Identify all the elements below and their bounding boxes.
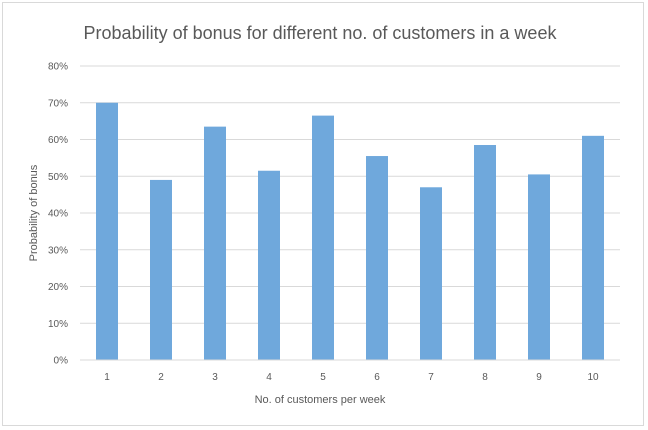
x-tick-label: 9 bbox=[536, 372, 542, 383]
x-tick-label: 3 bbox=[212, 372, 218, 383]
y-tick-label: 30% bbox=[48, 245, 68, 256]
y-tick-label: 60% bbox=[48, 135, 68, 146]
x-tick-label: 4 bbox=[266, 372, 272, 383]
y-axis-label: Probability of bonus bbox=[28, 164, 40, 261]
y-tick-label: 40% bbox=[48, 209, 68, 220]
y-tick-label: 50% bbox=[48, 172, 68, 183]
bar-5 bbox=[312, 115, 334, 360]
y-tick-labels: 0% 10% 20% 30% 40% 50% 60% 70% 80% bbox=[48, 62, 68, 367]
x-axis-label: No. of customers per week bbox=[255, 394, 386, 406]
bars bbox=[96, 102, 604, 360]
x-tick-label: 10 bbox=[587, 372, 599, 383]
x-tick-label: 8 bbox=[482, 372, 488, 383]
y-tick-label: 80% bbox=[48, 62, 68, 73]
x-tick-labels: 1 2 3 4 5 6 7 8 9 10 bbox=[104, 372, 599, 383]
x-tick-label: 1 bbox=[104, 372, 110, 383]
bar-1 bbox=[96, 102, 118, 360]
bar-3 bbox=[204, 126, 226, 360]
chart-title: Probability of bonus for different no. o… bbox=[84, 23, 558, 43]
x-tick-label: 6 bbox=[374, 372, 380, 383]
y-tick-label: 0% bbox=[54, 356, 69, 367]
y-tick-label: 10% bbox=[48, 319, 68, 330]
y-tick-label: 20% bbox=[48, 282, 68, 293]
bar-10 bbox=[582, 135, 604, 360]
x-tick-label: 7 bbox=[428, 372, 434, 383]
bar-8 bbox=[474, 145, 496, 360]
bar-4 bbox=[258, 170, 280, 360]
x-tick-label: 2 bbox=[158, 372, 164, 383]
x-tick-label: 5 bbox=[320, 372, 326, 383]
bar-7 bbox=[420, 187, 442, 360]
y-tick-label: 70% bbox=[48, 98, 68, 109]
bar-9 bbox=[528, 174, 550, 360]
bar-2 bbox=[150, 179, 172, 360]
bar-6 bbox=[366, 156, 388, 360]
